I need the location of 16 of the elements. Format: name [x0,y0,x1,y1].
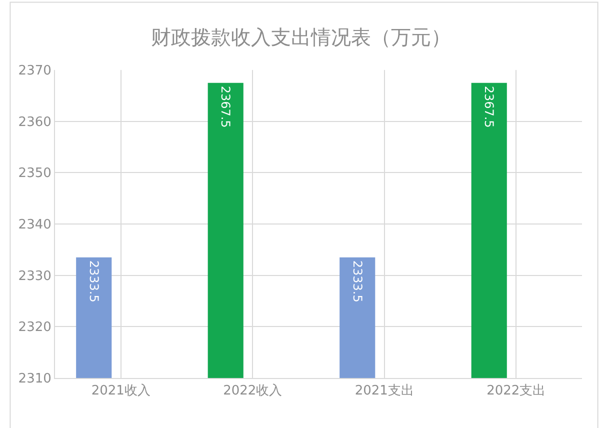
y-tick-label: 2350 [18,166,52,182]
x-tick-label: 2021收入 [91,384,150,399]
data-label: 2367.5 [482,86,496,128]
y-tick-label: 2360 [18,114,52,130]
x-tick-label: 2022支出 [486,384,546,399]
data-label: 2333.5 [86,260,101,302]
x-tick-label: 2022收入 [223,384,282,399]
x-tick-label: 2021支出 [354,384,414,399]
data-label: 2367.5 [218,86,233,128]
data-label: 2333.5 [350,260,364,302]
y-tick-label: 2330 [18,268,52,284]
y-tick-label: 2320 [18,320,52,336]
y-tick-label: 2310 [18,372,52,387]
chart-title: 财政拨款收入支出情况表（万元） [151,24,451,49]
y-tick-label: 2340 [18,218,52,233]
y-tick-label: 2370 [18,64,52,79]
